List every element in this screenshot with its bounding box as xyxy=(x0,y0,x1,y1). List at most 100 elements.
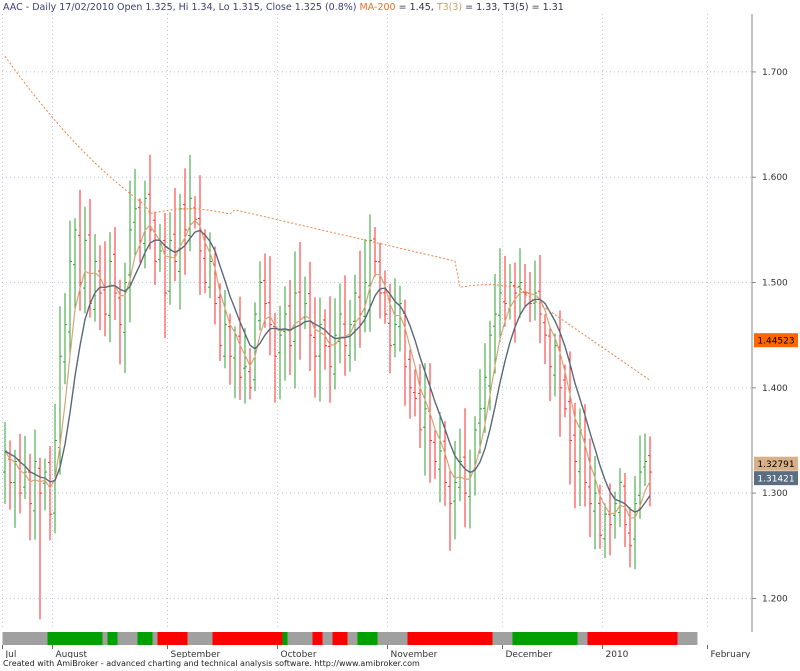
ohlc-bar xyxy=(418,364,422,449)
last-value-label: 1.31421 xyxy=(757,475,794,485)
ohlc-bar xyxy=(338,283,342,364)
ohlc-bar xyxy=(353,274,357,361)
ohlc-bar xyxy=(383,270,387,324)
ohlc-bar xyxy=(68,220,72,356)
signal-band xyxy=(2,632,698,645)
band-gray xyxy=(152,632,158,645)
x-axis: Jul August September October November Decembe… xyxy=(2,645,752,658)
ma-label: MA-200 xyxy=(359,2,396,13)
ohlc-bar xyxy=(18,433,22,514)
ohlc-bar xyxy=(263,253,267,328)
ma-value: = 1.45, xyxy=(395,2,434,13)
ohlc-bar xyxy=(333,298,337,390)
ohlc-bar xyxy=(38,457,42,620)
month-label: Jul xyxy=(5,650,17,658)
month-label: December xyxy=(506,650,553,658)
ohlc-bar xyxy=(53,403,57,534)
ohlc-bar xyxy=(298,241,302,360)
ohlc-bar xyxy=(328,296,332,403)
ohlc-bar xyxy=(568,351,572,485)
ohlc-bar xyxy=(258,261,262,331)
band-red xyxy=(407,632,493,645)
ohlc-bar xyxy=(473,416,477,496)
ohlc-bar xyxy=(153,211,157,286)
band-red xyxy=(332,632,348,645)
band-green xyxy=(47,632,103,645)
ohlc-bar xyxy=(308,261,312,372)
ohlc-bar xyxy=(293,251,297,389)
ohlc-bar xyxy=(203,229,207,294)
ohlc-bar xyxy=(223,289,227,369)
t3a-value: = 1.33, xyxy=(462,2,501,13)
ohlc-bar xyxy=(83,206,87,314)
ohlc-bar xyxy=(158,223,162,272)
band-gray xyxy=(492,632,513,645)
ohlc-bar xyxy=(448,471,452,551)
ohlc-bar xyxy=(423,363,427,476)
ohlc-bar xyxy=(398,285,402,352)
ohlc-bar xyxy=(413,369,417,417)
indicator-lines xyxy=(4,55,651,519)
ohlc-bars xyxy=(3,154,652,620)
ohlc-bar xyxy=(373,226,377,277)
ohlc-bar xyxy=(483,343,487,433)
ohlc-bar xyxy=(103,241,107,337)
ohlc-bar xyxy=(48,446,52,541)
ohlc-bar xyxy=(123,262,127,374)
ohlc-bar xyxy=(363,239,367,333)
ohlc-bar xyxy=(548,327,552,402)
ohlc-bar xyxy=(318,297,322,402)
ohlc-bar xyxy=(188,154,192,252)
t3-3-line xyxy=(4,219,651,519)
ohlc-bar xyxy=(173,188,177,282)
ohlc-bar xyxy=(493,273,497,374)
t3-5-line xyxy=(4,229,651,513)
month-label: October xyxy=(281,650,317,658)
ohlc-bar xyxy=(623,473,627,547)
band-red xyxy=(157,632,188,645)
ohlc-bar xyxy=(238,296,242,400)
t3b-label: T3(5) xyxy=(503,2,529,13)
ohlc-bar xyxy=(313,297,317,398)
band-green xyxy=(137,632,153,645)
ohlc-bar xyxy=(408,349,412,419)
ohlc-bar xyxy=(618,468,622,528)
ohlc-bar xyxy=(133,168,137,258)
ohlc-bar xyxy=(268,256,272,356)
ohlc-bar xyxy=(73,218,77,313)
symbol-info: AAC - Daily 17/02/2010 Open 1.325, Hi 1.… xyxy=(3,2,357,13)
ohlc-bar xyxy=(533,260,537,321)
ohlc-bar xyxy=(478,369,482,454)
ohlc-bar xyxy=(243,328,247,404)
ohlc-bar xyxy=(608,483,612,556)
band-green xyxy=(282,632,288,645)
ohlc-bar xyxy=(603,503,607,559)
last-value-label: 1.32791 xyxy=(757,460,794,470)
band-red xyxy=(212,632,283,645)
band-green xyxy=(512,632,578,645)
ohlc-bar xyxy=(648,436,652,507)
month-label: November xyxy=(391,650,438,658)
last-value-tag xyxy=(754,456,798,471)
band-gray xyxy=(322,632,333,645)
y-tick-label: 1.500 xyxy=(762,279,788,289)
ohlc-bar xyxy=(628,507,632,568)
ohlc-bar xyxy=(578,408,582,506)
ohlc-bar xyxy=(458,428,462,502)
band-gray xyxy=(287,632,313,645)
band-gray xyxy=(377,632,408,645)
ohlc-bar xyxy=(218,283,222,362)
ohlc-bar xyxy=(93,234,97,322)
month-label: February xyxy=(711,650,752,658)
last-value-label: 1.44523 xyxy=(757,337,794,347)
footer-credit: Created with AmiBroker - advanced charti… xyxy=(3,659,420,668)
band-gray xyxy=(117,632,138,645)
ohlc-bar xyxy=(163,212,167,339)
ohlc-bar xyxy=(588,438,592,538)
ohlc-bar xyxy=(33,429,37,540)
t3a-label: T3(3) xyxy=(436,2,463,13)
band-green xyxy=(357,632,378,645)
ohlc-bar xyxy=(443,421,447,506)
ohlc-bar xyxy=(368,214,372,332)
